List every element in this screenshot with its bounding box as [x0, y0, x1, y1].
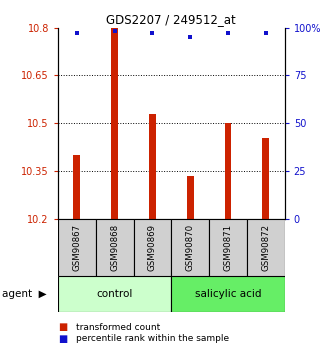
Bar — [171, 219, 209, 276]
Point — [225, 31, 231, 36]
Bar — [224, 123, 231, 219]
Bar — [58, 219, 96, 276]
Text: GSM90870: GSM90870 — [186, 224, 195, 271]
Text: control: control — [96, 289, 133, 299]
Bar — [171, 276, 285, 312]
Bar — [262, 138, 269, 219]
Text: GSM90868: GSM90868 — [110, 224, 119, 271]
Text: ■: ■ — [58, 334, 67, 344]
Text: GSM90871: GSM90871 — [223, 224, 232, 271]
Text: GSM90872: GSM90872 — [261, 224, 270, 271]
Text: salicylic acid: salicylic acid — [195, 289, 261, 299]
Bar — [149, 114, 156, 219]
Bar — [58, 276, 171, 312]
Bar — [187, 176, 194, 219]
Bar — [133, 219, 171, 276]
Point — [150, 31, 155, 36]
Point — [263, 31, 268, 36]
Text: GSM90869: GSM90869 — [148, 224, 157, 271]
Bar — [73, 155, 80, 219]
Point — [112, 29, 117, 34]
Bar — [111, 28, 118, 219]
Bar — [247, 219, 285, 276]
Text: transformed count: transformed count — [76, 323, 161, 332]
Title: GDS2207 / 249512_at: GDS2207 / 249512_at — [107, 13, 236, 27]
Point — [74, 31, 79, 36]
Point — [188, 34, 193, 40]
Text: percentile rank within the sample: percentile rank within the sample — [76, 334, 229, 343]
Text: ■: ■ — [58, 322, 67, 332]
Text: agent  ▶: agent ▶ — [2, 289, 46, 299]
Text: GSM90867: GSM90867 — [72, 224, 81, 271]
Bar — [209, 219, 247, 276]
Bar — [96, 219, 133, 276]
